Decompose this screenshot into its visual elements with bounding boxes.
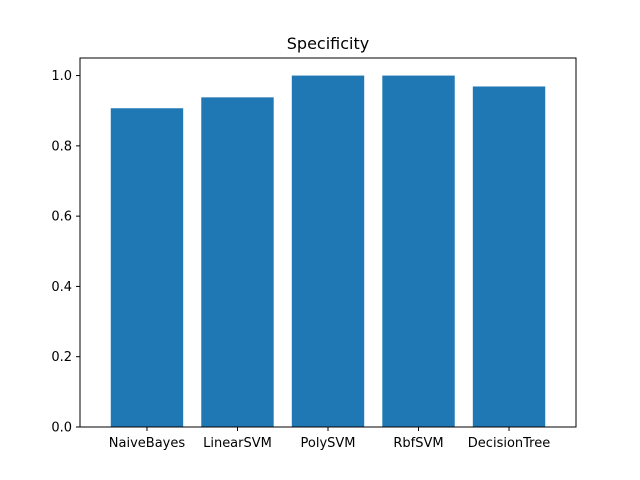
bar-polysvm <box>291 75 365 427</box>
x-tick-label: LinearSVM <box>203 436 272 451</box>
y-tick-label: 0.2 <box>51 350 72 365</box>
x-tick-label: RbfSVM <box>393 436 443 451</box>
bar-decisiontree <box>472 86 546 427</box>
chart-title: Specificity <box>287 34 369 53</box>
y-tick-label: 0.6 <box>51 210 72 225</box>
y-tick-label: 0.0 <box>51 421 72 436</box>
ticks-layer: NaiveBayes LinearSVM PolySVM RbfSVM Decision… <box>51 69 550 451</box>
x-tick-label: PolySVM <box>301 436 356 451</box>
y-tick-label: 1.0 <box>51 69 72 84</box>
y-tick-label: 0.4 <box>51 280 72 295</box>
bar-linearsvm <box>201 97 274 428</box>
bar-rbfsvm <box>382 75 455 427</box>
x-tick-label: NaiveBayes <box>109 436 186 451</box>
y-tick-label: 0.8 <box>51 139 72 154</box>
bars-layer <box>110 75 546 428</box>
bar-naivebayes <box>110 108 184 427</box>
x-tick-label: DecisionTree <box>468 436 550 451</box>
